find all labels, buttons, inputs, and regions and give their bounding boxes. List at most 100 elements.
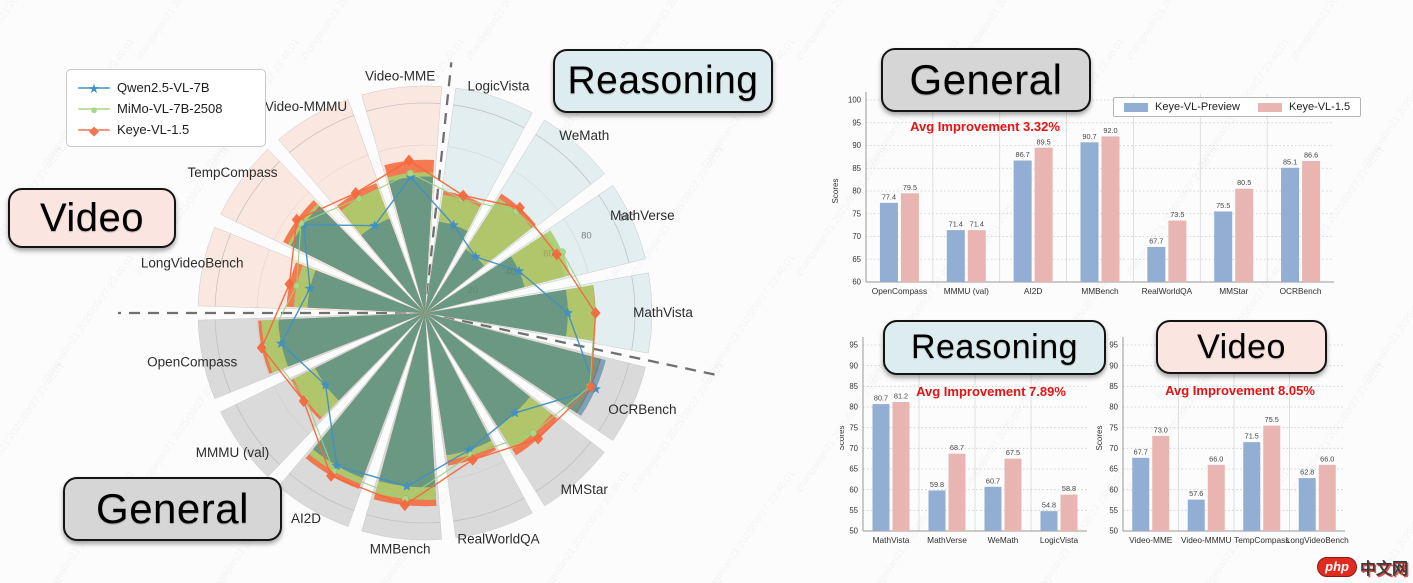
y-tick-label: 65	[1109, 465, 1118, 474]
diamond-marker-icon	[284, 278, 295, 291]
y-tick-label: 60	[849, 485, 858, 494]
bar	[900, 193, 919, 282]
section-box-video-label: Video	[39, 195, 145, 240]
bar-value-label: 80.7	[874, 394, 888, 403]
radar-bar	[290, 206, 425, 313]
bar-value-label: 80.5	[1237, 178, 1251, 187]
bar-chart-general: 60 65 70 75 80 85 90 95 100 Scores 77.4 79.5 OpenCom…	[824, 83, 1354, 308]
radar-category-label: MMStar	[561, 482, 609, 497]
y-tick-label: 60	[1109, 485, 1118, 494]
bar	[1013, 160, 1032, 282]
x-category-label: AI2D	[1024, 286, 1042, 296]
bar-legend-item: Keye-VL-Preview	[1124, 101, 1240, 113]
circle-marker-icon	[293, 282, 301, 290]
bar	[946, 230, 965, 282]
diamond-marker-icon	[514, 201, 525, 214]
diamond-marker-icon	[533, 432, 544, 445]
radar-legend: ★ Qwen2.5-VL-7B ● MiMo-VL-7B-2508 ◆ Keye-VL-1…	[66, 69, 266, 147]
bar	[1168, 220, 1187, 282]
bar	[1034, 147, 1053, 282]
bar-section-box-general-label: General	[909, 56, 1063, 103]
diamond-marker-icon	[590, 307, 601, 319]
bar	[967, 230, 986, 282]
bar-value-label: 71.5	[1245, 432, 1259, 441]
radar-category-label: MathVerse	[610, 208, 675, 223]
section-box-video: Video	[8, 188, 176, 248]
y-tick-label: 90	[849, 361, 858, 370]
bar-value-label: 62.8	[1300, 468, 1314, 477]
radar-bar	[313, 313, 425, 479]
x-category-label: Video-MMMU	[1181, 535, 1232, 545]
legend-marker-icon: ◆	[89, 122, 99, 138]
radar-grid-arc	[235, 161, 280, 222]
radar-grid-arc	[289, 473, 355, 511]
timestamp-watermark: zhangwjian21 2025/09/27 23:46:01	[1289, 0, 1387, 62]
diamond-marker-icon	[586, 380, 597, 393]
radar-legend-item: ● MiMo-VL-7B-2508	[77, 98, 255, 119]
bar-value-label: 75.5	[1216, 201, 1230, 210]
y-tick-label: 95	[1109, 341, 1118, 350]
radar-bar	[425, 249, 485, 313]
x-category-label: MathVerse	[927, 535, 967, 545]
bar-chart-reasoning: 50 55 60 65 70 75 80 85 90 95 Scores 80.7 81.2 MathVi…	[840, 328, 1115, 563]
bar	[1302, 160, 1321, 282]
radar-category-label: AI2D	[291, 511, 321, 526]
bar-value-label: 59.8	[930, 480, 944, 489]
star-marker-icon	[320, 379, 331, 390]
y-tick-label: 95	[852, 118, 861, 127]
radar-grid-arc	[214, 319, 231, 393]
radar-grid-arc	[378, 144, 438, 152]
star-marker-icon	[509, 407, 521, 418]
avg-improvement-general: Avg Improvement 3.32%	[910, 119, 1060, 134]
bar-chart-legend: Keye-VL-Preview Keye-VL-1.5	[1113, 97, 1362, 117]
bar	[1060, 494, 1078, 531]
y-tick-label: 75	[852, 209, 861, 218]
legend-marker-icon: ★	[88, 80, 100, 96]
radar-grid-arc	[598, 362, 630, 432]
bar-value-label: 81.2	[894, 392, 908, 401]
bar	[879, 202, 898, 282]
radar-bar	[425, 313, 606, 416]
diamond-marker-icon	[403, 154, 414, 167]
bar	[948, 453, 966, 531]
radar-category-label: Video-MME	[365, 68, 435, 83]
star-marker-icon	[304, 283, 316, 293]
radar-bar	[425, 221, 468, 313]
y-tick-label: 50	[1109, 527, 1118, 536]
bar	[1235, 188, 1254, 282]
bar	[1298, 478, 1316, 531]
circle-marker-icon	[406, 169, 414, 177]
y-axis-label: Scores	[840, 426, 846, 451]
radar-grid-arc	[447, 146, 505, 166]
star-marker-icon	[401, 480, 412, 491]
x-category-label: LogicVista	[1040, 535, 1079, 545]
y-tick-label: 85	[1109, 382, 1118, 391]
radar-grid-arc	[273, 191, 309, 240]
bar	[1243, 442, 1261, 531]
bar-value-label: 67.7	[1149, 236, 1163, 245]
bar	[1263, 425, 1281, 531]
bar-section-box-video: Video	[1156, 320, 1327, 374]
bar-section-box-general: General	[881, 48, 1091, 112]
star-marker-icon	[369, 220, 380, 231]
y-axis-label: Scores	[1095, 426, 1104, 451]
radar-category-label: LogicVista	[468, 79, 531, 94]
star-marker-icon	[562, 307, 573, 318]
section-box-general-label: General	[96, 485, 249, 532]
site-name-text: 中文网	[1359, 561, 1408, 578]
radar-bar	[361, 218, 425, 313]
diamond-marker-icon	[350, 186, 361, 199]
radar-tick-label: 80	[581, 231, 592, 242]
radar-category-label: WeMath	[559, 128, 609, 143]
bar	[1132, 457, 1150, 531]
radar-category-label: MathVista	[633, 305, 693, 320]
diamond-marker-icon	[467, 453, 478, 466]
x-category-label: MMMU (val)	[944, 286, 989, 296]
radar-category-label: OCRBench	[608, 402, 676, 417]
radar-series-line	[280, 176, 597, 488]
radar-bar	[315, 313, 425, 401]
bar-chart-video: 50 55 60 65 70 75 80 85 90 95 Scores 67.7 73.0 Video-…	[1093, 328, 1373, 563]
bar-legend-item: Keye-VL-1.5	[1257, 101, 1350, 113]
bar	[1214, 211, 1233, 282]
section-divider-dashed-line	[424, 311, 719, 377]
